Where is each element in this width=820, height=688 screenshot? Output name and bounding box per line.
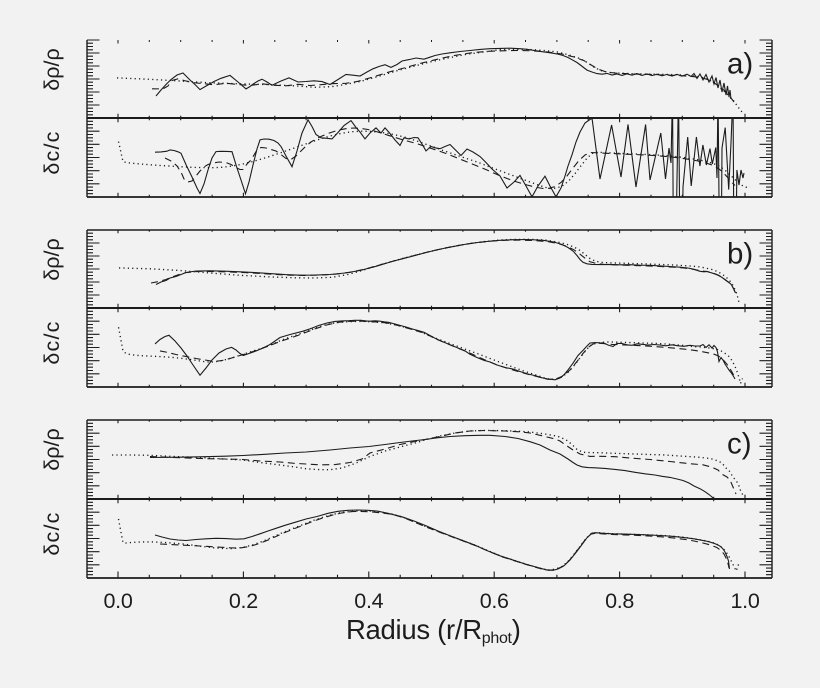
svg-text:0.0: 0.0 xyxy=(104,589,133,613)
svg-text:δρ/ρ: δρ/ρ xyxy=(40,428,64,470)
svg-text:δc/c: δc/c xyxy=(40,511,64,555)
svg-text:0.4: 0.4 xyxy=(354,589,383,613)
svg-text:c): c) xyxy=(727,428,752,461)
svg-text:0.2: 0.2 xyxy=(229,589,258,613)
svg-text:a): a) xyxy=(727,48,753,81)
svg-text:0.6: 0.6 xyxy=(480,589,509,613)
svg-text:δc/c: δc/c xyxy=(40,130,64,174)
svg-text:δc/c: δc/c xyxy=(40,320,64,364)
svg-text:1.0: 1.0 xyxy=(731,589,760,613)
svg-text:δρ/ρ: δρ/ρ xyxy=(40,48,64,90)
svg-text:b): b) xyxy=(727,238,753,271)
svg-text:δρ/ρ: δρ/ρ xyxy=(40,238,64,280)
svg-text:0.8: 0.8 xyxy=(605,589,634,613)
